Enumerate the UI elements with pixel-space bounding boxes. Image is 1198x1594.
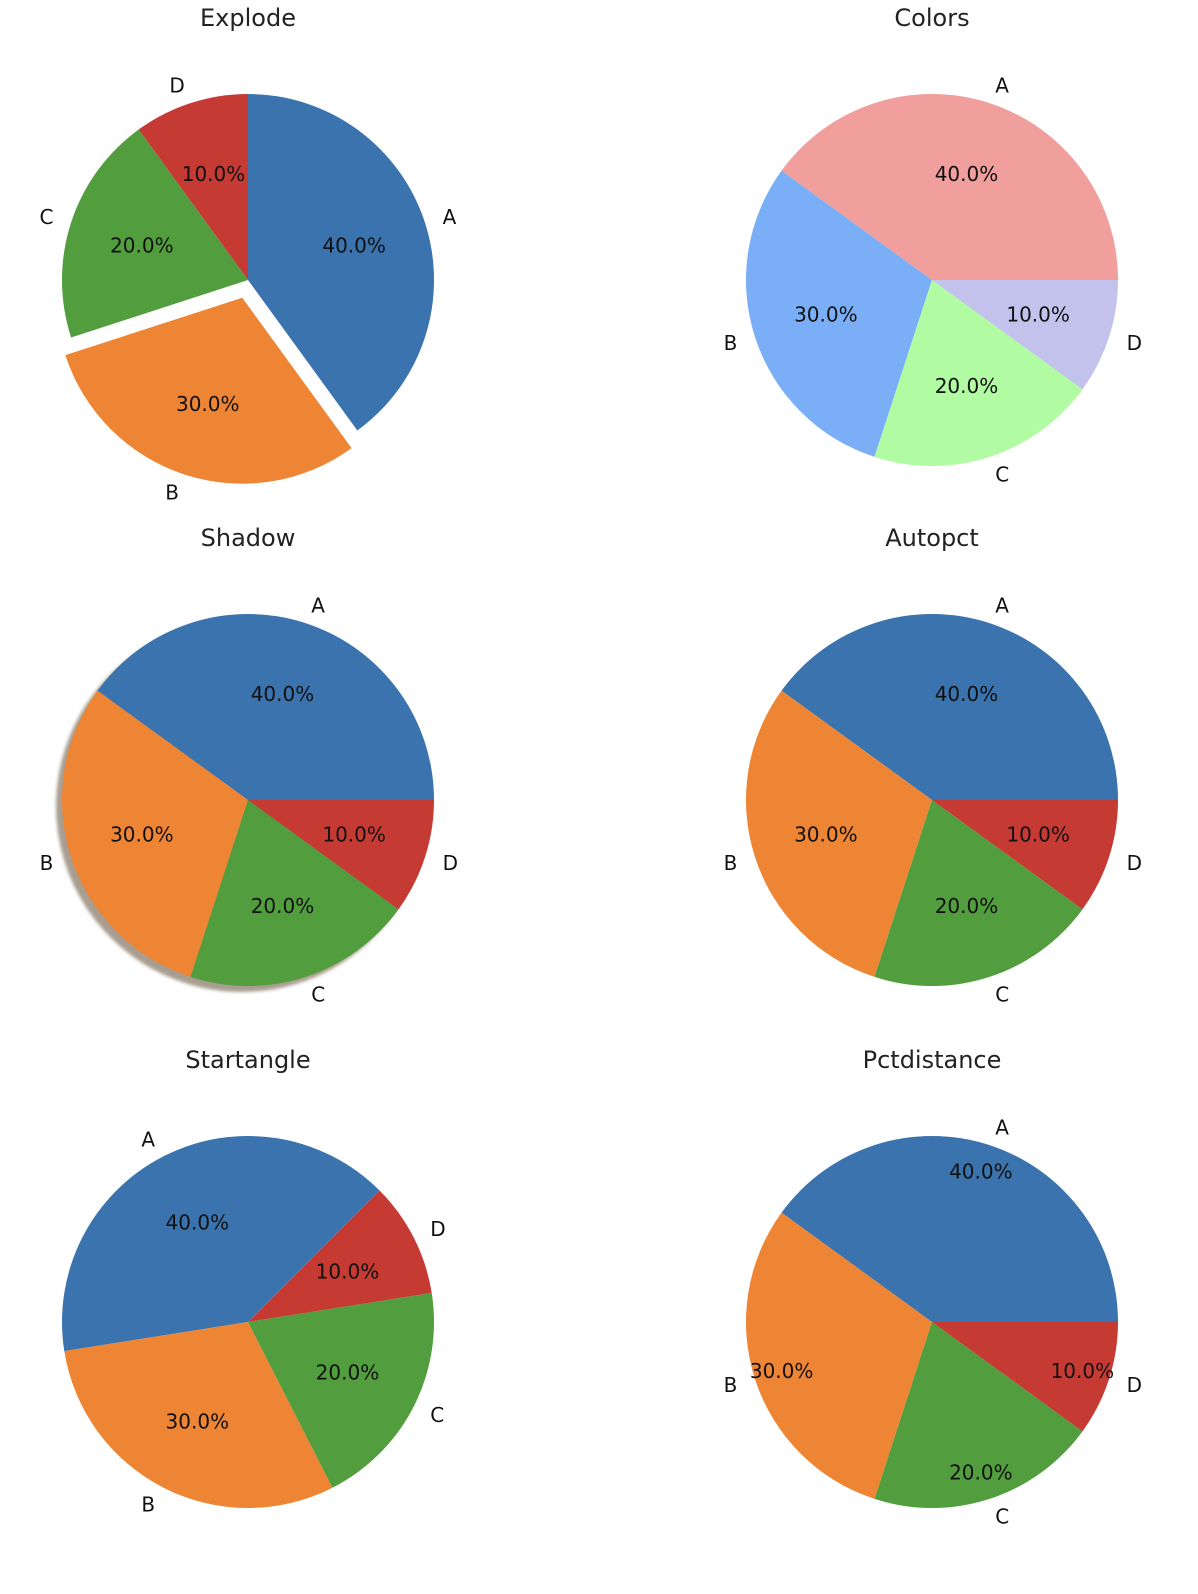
percent-label: 40.0%: [935, 682, 999, 706]
percent-label: 20.0%: [251, 894, 315, 918]
percent-label: 20.0%: [935, 374, 999, 398]
slice-label: D: [1127, 331, 1142, 355]
percent-label: 30.0%: [750, 1359, 814, 1383]
slice-label: B: [724, 851, 738, 875]
pie-slice-a: [62, 1136, 380, 1352]
pie-slice-d: [932, 800, 1118, 910]
slice-label: C: [995, 983, 1009, 1007]
pie-slice-c: [61, 129, 249, 338]
slice-label: B: [141, 1492, 155, 1516]
slice-label: A: [995, 593, 1009, 617]
percent-label: 30.0%: [794, 302, 858, 326]
percent-label: 40.0%: [166, 1211, 230, 1235]
pie-slice-d: [932, 280, 1118, 390]
slice-label: D: [169, 73, 184, 97]
percent-label: 40.0%: [322, 234, 386, 258]
chart-title: Autopct: [885, 524, 979, 552]
pie-slice-c: [874, 280, 1083, 467]
slice-label: A: [995, 1115, 1009, 1139]
percent-label: 30.0%: [166, 1409, 230, 1433]
pie-slice-d: [932, 1322, 1118, 1432]
percent-label: 40.0%: [935, 162, 999, 186]
percent-label: 10.0%: [1006, 302, 1070, 326]
pie-slice-a: [781, 1135, 1118, 1322]
slice-label: C: [430, 1403, 444, 1427]
percent-label: 20.0%: [316, 1361, 380, 1385]
slice-label: A: [995, 73, 1009, 97]
percent-label: 30.0%: [110, 822, 174, 846]
percent-label: 20.0%: [935, 894, 999, 918]
pie-slice-b: [745, 690, 932, 977]
pie-slice-a: [781, 613, 1118, 800]
pie-chart-explode: Explode A 40.0% B 30.0% C 20.0% D 10.0%: [39, 4, 456, 504]
pie-slice-a: [248, 94, 435, 431]
slice-label: D: [430, 1217, 445, 1241]
pie-chart-shadow: Shadow A 40.0% B 30.0% C 20.0% D 10.0%: [40, 524, 458, 1007]
pie-slice-b: [61, 690, 248, 977]
slice-label: B: [724, 1373, 738, 1397]
slice-label: B: [724, 331, 738, 355]
pie-slice-a: [97, 613, 435, 800]
percent-label: 30.0%: [794, 822, 858, 846]
chart-title: Shadow: [201, 524, 296, 552]
percent-label: 30.0%: [176, 392, 240, 416]
chart-title: Explode: [200, 4, 296, 32]
slice-label: D: [1127, 851, 1142, 875]
percent-label: 10.0%: [322, 822, 386, 846]
pie-chart-pctdistance: Pctdistance A 40.0% B 30.0% C 20.0% D 10.0%: [724, 1046, 1142, 1529]
pie-chart-colors: Colors A 40.0% B 30.0% C 20.0% D 10.0%: [724, 4, 1142, 487]
percent-label: 40.0%: [251, 682, 315, 706]
pie-slice-d: [248, 1190, 432, 1322]
pie-chart-autopct: Autopct A 40.0% B 30.0% C 20.0% D 10.0%: [724, 524, 1142, 1007]
chart-title: Colors: [894, 4, 969, 32]
pie-slice-d: [248, 800, 434, 910]
pie-slice-c: [248, 1292, 435, 1488]
percent-label: 10.0%: [316, 1259, 380, 1283]
slice-label: B: [165, 480, 179, 504]
slice-label: D: [443, 851, 458, 875]
slice-label: C: [995, 463, 1009, 487]
pie-slice-c: [190, 800, 399, 987]
slice-label: D: [1127, 1373, 1142, 1397]
pie-slice-b: [64, 1322, 333, 1509]
slice-label: C: [311, 983, 325, 1007]
percent-label: 20.0%: [110, 234, 174, 258]
pie-slice-c: [874, 1322, 1083, 1509]
percent-label: 20.0%: [949, 1460, 1013, 1484]
slice-label: A: [311, 593, 325, 617]
pie-slice-b: [745, 170, 932, 457]
slice-label: A: [443, 205, 457, 229]
chart-title: Pctdistance: [863, 1046, 1002, 1074]
chart-title: Startangle: [185, 1046, 310, 1074]
pie-slice-b: [65, 297, 352, 484]
percent-label: 10.0%: [1006, 822, 1070, 846]
percent-label: 10.0%: [1051, 1359, 1115, 1383]
pie-slice-a: [781, 93, 1118, 281]
slice-label: C: [39, 205, 53, 229]
slice-label: B: [40, 851, 54, 875]
pie-slice-c: [874, 800, 1083, 987]
pie-chart-startangle: Startangle A 40.0% B 30.0% C 20.0% D 10.0%: [62, 1046, 446, 1516]
percent-label: 10.0%: [182, 162, 246, 186]
slice-label: C: [995, 1505, 1009, 1529]
pie-slice-b: [745, 1212, 932, 1499]
slice-label: A: [141, 1128, 155, 1152]
percent-label: 40.0%: [949, 1160, 1013, 1184]
pie-slice-d: [138, 94, 248, 280]
